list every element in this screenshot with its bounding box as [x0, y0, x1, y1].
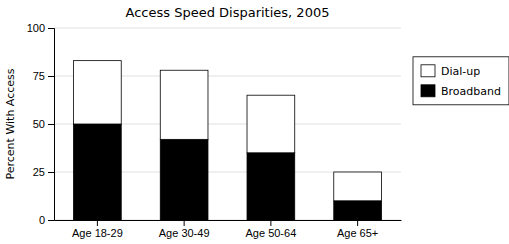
y-axis-line	[48, 29, 55, 221]
bar-series	[74, 124, 382, 220]
legend-swatch	[421, 85, 435, 97]
bar	[247, 153, 295, 220]
bar	[74, 61, 122, 124]
legend-swatch	[421, 65, 435, 77]
y-tick: 0	[39, 214, 54, 226]
legend-frame	[413, 57, 509, 105]
y-tick: 25	[33, 166, 54, 178]
x-axis-line	[55, 220, 402, 221]
bar	[160, 70, 208, 139]
x-tick: Age 50-64	[245, 220, 296, 239]
x-tick: Age 65+	[337, 220, 378, 239]
bar	[247, 95, 295, 153]
y-tick-mark	[48, 124, 54, 125]
x-tick-mark	[270, 220, 271, 226]
bar	[334, 201, 382, 220]
x-tick-label: Age 50-64	[245, 227, 296, 239]
x-tick-mark	[184, 220, 185, 226]
x-tick: Age 30-49	[159, 220, 210, 239]
legend-item: Dial-up	[421, 65, 480, 78]
y-tick-label: 0	[39, 214, 45, 226]
bar	[334, 172, 382, 201]
y-tick-label: 100	[27, 22, 45, 34]
x-tick-label: Age 18-29	[72, 227, 123, 239]
y-tick: 75	[33, 70, 54, 82]
y-tick: 100	[27, 22, 54, 34]
y-tick-label: 75	[33, 70, 45, 82]
title: Access Speed Disparities, 2005	[126, 5, 330, 20]
y-tick-mark	[48, 220, 54, 221]
y-tick-label: 50	[33, 118, 45, 130]
bars	[74, 61, 382, 220]
y-tick-mark	[48, 172, 54, 173]
x-tick-label: Age 65+	[337, 227, 378, 239]
plot: 0255075100Age 18-29Age 30-49Age 50-64Age…	[27, 22, 402, 239]
y-axis-title: Percent With Access	[4, 68, 17, 179]
x-tick-mark	[97, 220, 98, 226]
legend-item: Broadband	[421, 85, 501, 98]
legend-label: Broadband	[441, 85, 501, 98]
y-tick: 50	[33, 118, 54, 130]
y-tick-mark	[48, 28, 54, 29]
bar-series	[74, 61, 382, 201]
x-axis: Age 18-29 Age 30-49 Age 50-64 Age 65+	[55, 220, 402, 239]
grid-line	[54, 28, 401, 29]
legend-label: Dial-up	[441, 65, 480, 78]
legend: Dial-up Broadband	[413, 57, 509, 105]
x-tick: Age 18-29	[72, 220, 123, 239]
y-tick-label: 25	[33, 166, 45, 178]
bar	[74, 124, 122, 220]
grid	[54, 28, 401, 220]
bar	[160, 139, 208, 220]
y-tick-mark	[48, 76, 54, 77]
background	[0, 0, 509, 244]
y-axis: 0 25 50 75 100	[27, 22, 55, 226]
chart: 0255075100Age 18-29Age 30-49Age 50-64Age…	[0, 0, 509, 244]
x-tick-mark	[357, 220, 358, 226]
x-tick-label: Age 30-49	[159, 227, 210, 239]
